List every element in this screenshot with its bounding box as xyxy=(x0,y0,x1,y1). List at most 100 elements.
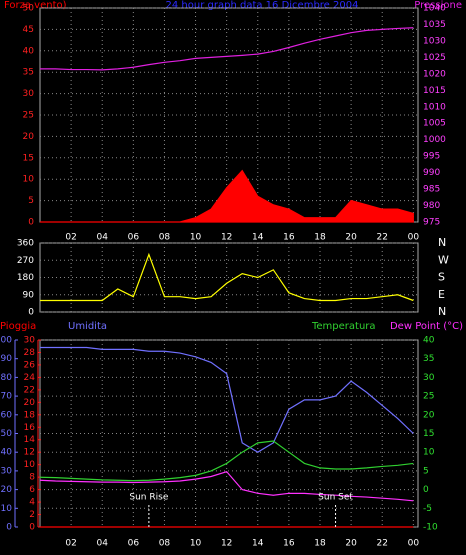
y-tick-label: 30 xyxy=(423,373,435,383)
y-tick-label: 5 xyxy=(28,196,34,206)
axis-title: Dew Point (°C) xyxy=(390,321,463,332)
y-tick-label: 14 xyxy=(24,435,36,445)
x-tick-label: 20 xyxy=(345,233,357,243)
y-tick-label: 35 xyxy=(423,354,434,364)
x-tick-label: 08 xyxy=(159,233,171,243)
y-tick-label: 40 xyxy=(23,46,35,56)
y-tick-label: -5 xyxy=(423,504,432,514)
y-tick-label: 1025 xyxy=(423,53,446,63)
line xyxy=(39,470,414,502)
y-tick-label: 8 xyxy=(29,473,35,483)
y-tick-label: 1000 xyxy=(423,135,446,145)
y-tick-label: 270 xyxy=(17,256,34,266)
x-tick-label: 04 xyxy=(96,233,108,243)
y-tick-label: 10 xyxy=(24,460,36,470)
y-tick-label: 24 xyxy=(24,373,36,383)
y-tick-label: 180 xyxy=(17,273,34,283)
y-tick-label: 16 xyxy=(24,423,36,433)
x-tick-label: 20 xyxy=(345,539,357,549)
x-tick-label: 12 xyxy=(221,539,232,549)
y-tick-label: 35 xyxy=(23,68,34,78)
y-tick-label: 6 xyxy=(29,485,35,495)
annotation: Sun Set xyxy=(318,493,353,503)
area xyxy=(40,169,414,223)
y-tick-label: 0 xyxy=(28,218,34,228)
y-tick-label: 70 xyxy=(1,392,13,402)
y-tick-label: 40 xyxy=(423,336,435,346)
y-tick-label: 1030 xyxy=(423,36,446,46)
line xyxy=(39,440,414,482)
y-tick-label: 1035 xyxy=(423,20,446,30)
y-tick-label: 360 xyxy=(17,239,34,249)
y-tick-label: 0 xyxy=(28,308,34,318)
chart-title: 24 hour graph data 16 Dicembre 2004 xyxy=(166,0,359,11)
y-tick-label: 1010 xyxy=(423,102,446,112)
x-tick-label: 14 xyxy=(252,233,264,243)
x-tick-label: 12 xyxy=(221,233,232,243)
x-tick-label: 16 xyxy=(283,539,295,549)
y-tick-label: 22 xyxy=(24,385,35,395)
y-tick-label: 10 xyxy=(1,504,13,514)
y-tick-label: 10 xyxy=(23,175,35,185)
y-tick-label: 80 xyxy=(1,373,13,383)
axis-title: Umidita xyxy=(68,321,107,332)
annotation: Sun Rise xyxy=(129,493,168,503)
y-tick-label: 995 xyxy=(423,152,440,162)
y-tick-label: 1040 xyxy=(423,4,446,14)
y-tick-label: N xyxy=(438,305,446,318)
x-tick-label: 00 xyxy=(408,539,420,549)
y-tick-label: 18 xyxy=(24,410,36,420)
y-tick-label: 60 xyxy=(1,410,13,420)
y-tick-label: 990 xyxy=(423,168,440,178)
y-tick-label: 1015 xyxy=(423,86,446,96)
y-tick-label: 1020 xyxy=(423,69,446,79)
line xyxy=(40,346,414,453)
y-tick-label: S xyxy=(438,271,445,284)
y-tick-label: 980 xyxy=(423,201,440,211)
x-tick-label: 06 xyxy=(128,539,140,549)
x-tick-label: 18 xyxy=(314,539,326,549)
y-tick-label: 90 xyxy=(23,290,35,300)
x-tick-label: 04 xyxy=(96,539,108,549)
x-tick-label: 22 xyxy=(376,539,387,549)
x-tick-label: 10 xyxy=(190,539,202,549)
y-tick-label: 15 xyxy=(23,153,34,163)
y-tick-label: 25 xyxy=(423,392,434,402)
y-tick-label: 5 xyxy=(423,466,429,476)
y-tick-label: 50 xyxy=(1,429,13,439)
y-tick-label: 28 xyxy=(24,348,36,358)
y-tick-label: 30 xyxy=(1,466,13,476)
y-tick-label: 15 xyxy=(423,429,434,439)
y-tick-label: 25 xyxy=(23,111,34,121)
x-tick-label: 14 xyxy=(252,539,264,549)
y-tick-label: 4 xyxy=(29,498,35,508)
y-tick-label: 50 xyxy=(23,4,35,14)
y-tick-label: 45 xyxy=(23,25,34,35)
y-tick-label: 20 xyxy=(23,132,35,142)
x-tick-label: 22 xyxy=(376,233,387,243)
y-tick-label: 2 xyxy=(29,510,35,520)
y-tick-label: -10 xyxy=(423,523,438,533)
y-tick-label: 100 xyxy=(0,336,12,346)
line xyxy=(40,27,414,71)
axis-title: Pressione xyxy=(414,0,462,11)
y-tick-label: 0 xyxy=(6,523,12,533)
y-tick-label: E xyxy=(438,288,445,301)
x-tick-label: 00 xyxy=(408,233,420,243)
x-tick-label: 10 xyxy=(190,233,202,243)
y-tick-label: 10 xyxy=(423,448,435,458)
y-tick-label: 20 xyxy=(24,398,36,408)
axis-title: Pioggia xyxy=(0,321,36,332)
y-tick-label: 30 xyxy=(24,336,36,346)
y-tick-label: N xyxy=(438,236,446,249)
axis-title: Forza vento) xyxy=(4,0,67,11)
x-tick-label: 02 xyxy=(65,233,76,243)
y-tick-label: 20 xyxy=(423,410,435,420)
x-tick-label: 16 xyxy=(283,233,295,243)
y-tick-label: 26 xyxy=(24,360,36,370)
x-tick-label: 08 xyxy=(159,539,171,549)
y-tick-label: 30 xyxy=(23,89,35,99)
y-tick-label: 90 xyxy=(1,354,13,364)
line xyxy=(40,252,414,302)
